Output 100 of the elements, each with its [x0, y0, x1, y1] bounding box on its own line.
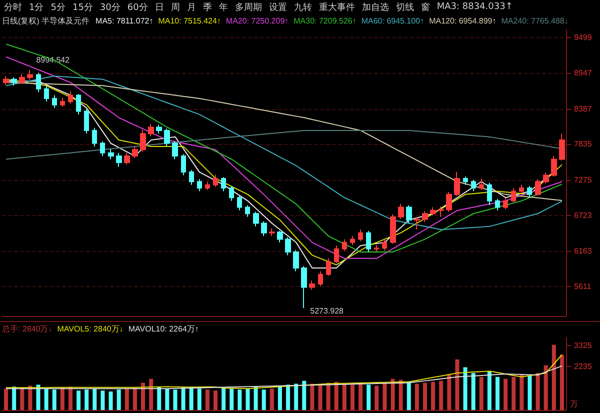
text: 总手: 2840万↓: [1, 324, 52, 334]
candlestick: [406, 204, 412, 224]
bar: [52, 390, 56, 410]
text: 重大事件: [318, 2, 355, 14]
bar: [544, 365, 548, 410]
candlestick: [156, 124, 162, 134]
candlestick: [189, 170, 194, 186]
text: 60分: [127, 2, 148, 14]
bar: [157, 386, 162, 410]
bar: [238, 390, 242, 410]
candlestick: [197, 178, 202, 192]
candlestick: [422, 210, 428, 222]
text: MA240: 7765.488↓: [501, 16, 568, 26]
candlestick: [140, 129, 146, 152]
bar: [60, 388, 64, 410]
candlestick: [19, 74, 25, 84]
candlestick: [374, 244, 379, 253]
candlestick: [309, 280, 315, 290]
y-tick-label: 6723: [574, 210, 592, 220]
line-series: [6, 365, 562, 390]
candlestick: [3, 76, 9, 86]
bar: [141, 382, 145, 410]
candlestick: [36, 72, 41, 93]
candlestick: [124, 152, 130, 165]
candlestick: [511, 188, 516, 203]
candlestick: [293, 250, 299, 272]
bar: [205, 390, 210, 410]
candlestick: [366, 230, 371, 253]
y-axis-title: 万: [570, 400, 578, 408]
bar: [302, 380, 306, 410]
candlestick: [148, 124, 154, 137]
candlestick: [382, 239, 387, 252]
bar: [246, 388, 250, 410]
candlestick: [479, 178, 484, 190]
bar: [294, 384, 298, 410]
candlestick: [326, 258, 331, 276]
candlestick: [342, 238, 347, 252]
candlestick: [261, 220, 267, 237]
candlestick: [92, 127, 97, 147]
candlestick: [551, 156, 557, 178]
bar: [149, 378, 154, 410]
bar: [12, 386, 16, 410]
candlestick: [221, 176, 226, 192]
candlestick: [172, 140, 178, 160]
candlestick: [229, 186, 234, 202]
candlestick: [430, 206, 436, 216]
bar: [382, 382, 387, 410]
candlestick: [414, 216, 420, 230]
bar: [286, 384, 290, 410]
y-tick-label: 9499: [574, 33, 592, 42]
candlestick: [237, 194, 242, 211]
candlestick: [463, 176, 468, 186]
candlestick: [269, 228, 275, 237]
y-tick-label: 6163: [574, 246, 592, 256]
bar: [334, 382, 338, 410]
bar: [406, 382, 411, 410]
bar: [423, 382, 427, 410]
candlestick: [495, 198, 500, 211]
candlestick: [398, 204, 404, 220]
bar: [463, 367, 468, 410]
candlestick: [44, 86, 49, 102]
text: 日: [154, 2, 164, 14]
bar: [222, 388, 226, 410]
text: MAVOL10: 2264万↑: [128, 324, 199, 334]
bar: [439, 380, 444, 410]
y-tick-label: 7835: [574, 140, 592, 149]
bar: [173, 390, 178, 410]
text: MA30: 7209.526↑: [294, 16, 356, 26]
candlestick: [52, 94, 57, 109]
bar: [270, 388, 274, 410]
bar: [390, 378, 395, 410]
text: 季: [202, 2, 212, 14]
candlestick: [76, 93, 81, 115]
candlestick: [164, 128, 170, 147]
bar: [189, 386, 194, 410]
bar: [197, 388, 202, 410]
bar: [20, 388, 24, 410]
bar: [398, 380, 403, 410]
bar: [76, 390, 81, 410]
candlestick: [334, 245, 339, 264]
bar: [165, 388, 170, 410]
candlestick: [503, 198, 508, 210]
candlestick: [100, 140, 105, 157]
text: 年: [218, 2, 228, 14]
candlestick: [285, 236, 291, 256]
candlestick: [559, 133, 565, 162]
bar: [4, 388, 8, 410]
text: MA5: 7811.072↑: [96, 16, 154, 26]
bar: [28, 386, 32, 410]
candlestick: [527, 186, 532, 198]
bar: [350, 384, 354, 410]
bar: [496, 376, 500, 410]
bar: [528, 376, 532, 410]
candlestick: [318, 270, 323, 286]
bar: [262, 390, 266, 410]
bar: [479, 376, 484, 410]
bar: [44, 388, 48, 410]
text: MA10: 7515.424↑: [158, 16, 221, 26]
candlestick: [27, 70, 33, 80]
bar: [310, 384, 314, 410]
